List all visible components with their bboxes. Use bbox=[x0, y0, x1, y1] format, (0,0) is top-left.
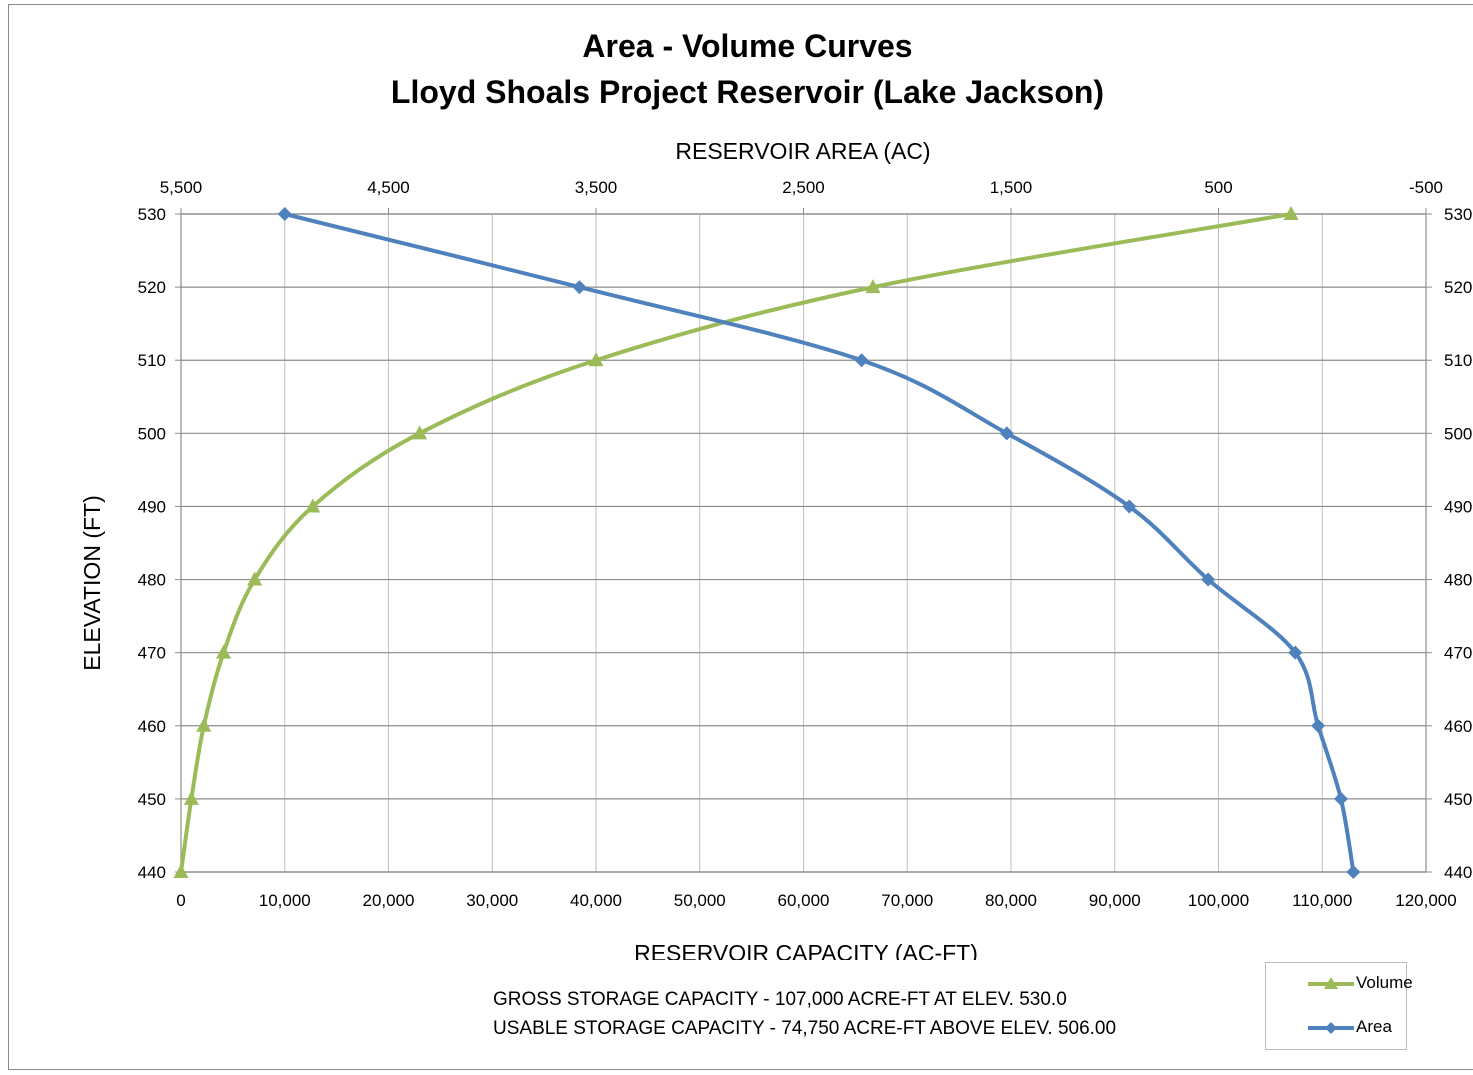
legend: Volume Area bbox=[1265, 962, 1413, 1050]
bottom-tick-label: 90,000 bbox=[1089, 891, 1141, 910]
area-marker bbox=[1201, 572, 1216, 587]
left-tick-label: 510 bbox=[138, 351, 166, 370]
left-tick-label: 500 bbox=[138, 424, 166, 443]
top-axis-title: RESERVOIR AREA (AC) bbox=[675, 138, 930, 164]
bottom-tick-label: 30,000 bbox=[466, 891, 518, 910]
top-tick-label: 500 bbox=[1204, 178, 1232, 197]
left-tick-label: 440 bbox=[138, 863, 166, 882]
right-tick-label: 460 bbox=[1444, 717, 1472, 736]
legend-volume-swatch bbox=[1308, 977, 1354, 989]
legend-label-area: Area bbox=[1356, 1017, 1392, 1036]
bottom-tick-label: 40,000 bbox=[570, 891, 622, 910]
volume-marker bbox=[1283, 206, 1299, 220]
left-tick-label: 490 bbox=[138, 497, 166, 516]
chart-frame bbox=[8, 4, 1473, 1070]
left-tick-label: 530 bbox=[138, 205, 166, 224]
area-marker bbox=[1346, 865, 1361, 879]
area-series-line bbox=[284, 212, 1356, 873]
tick-labels: 440 440 450 450 460 460 470 470 480 480 490 490 500 5… bbox=[138, 178, 1473, 910]
bottom-tick-label: 20,000 bbox=[363, 891, 415, 910]
area-marker bbox=[277, 207, 292, 221]
left-tick-label: 470 bbox=[138, 644, 166, 663]
top-tick-label: 3,500 bbox=[575, 178, 618, 197]
left-tick-label: 520 bbox=[138, 278, 166, 297]
volume-marker bbox=[588, 352, 604, 367]
right-tick-label: 440 bbox=[1444, 863, 1472, 882]
top-tick-label: 4,500 bbox=[367, 178, 410, 197]
area-marker bbox=[854, 353, 869, 368]
left-tick-label: 480 bbox=[138, 571, 166, 590]
legend-item-volume: Volume bbox=[1266, 971, 1413, 995]
area-marker bbox=[999, 426, 1014, 441]
right-tick-label: 520 bbox=[1444, 278, 1472, 297]
axes bbox=[175, 208, 1432, 873]
legend-item-area: Area bbox=[1266, 1015, 1406, 1039]
volume-marker bbox=[865, 279, 881, 294]
top-tick-label: 5,500 bbox=[160, 178, 203, 197]
top-tick-label: -500 bbox=[1409, 178, 1443, 197]
area-marker bbox=[1122, 499, 1137, 514]
series-layer bbox=[173, 206, 1361, 879]
volume-marker bbox=[412, 425, 428, 440]
area-volume-chart: 440 440 450 450 460 460 470 470 480 480 490 490 500 5… bbox=[79, 138, 1473, 960]
legend-label-volume: Volume bbox=[1356, 973, 1413, 992]
volume-marker bbox=[247, 571, 263, 586]
right-tick-label: 480 bbox=[1444, 571, 1472, 590]
volume-marker bbox=[173, 864, 189, 878]
area-marker bbox=[1311, 718, 1326, 733]
bottom-tick-label: 100,000 bbox=[1188, 891, 1249, 910]
right-tick-label: 510 bbox=[1444, 351, 1472, 370]
chart-subtitle: Lloyd Shoals Project Reservoir (Lake Jac… bbox=[390, 74, 1105, 110]
legend-area-swatch bbox=[1308, 1022, 1354, 1034]
top-tick-label: 2,500 bbox=[782, 178, 825, 197]
area-marker bbox=[572, 280, 587, 295]
left-tick-label: 460 bbox=[138, 717, 166, 736]
volume-marker bbox=[216, 644, 232, 659]
bottom-tick-label: 10,000 bbox=[259, 891, 311, 910]
bottom-tick-label: 110,000 bbox=[1292, 891, 1352, 910]
bottom-tick-label: 80,000 bbox=[985, 891, 1037, 910]
volume-marker bbox=[183, 790, 199, 805]
bottom-tick-label: 70,000 bbox=[881, 891, 933, 910]
grid bbox=[180, 213, 1427, 873]
right-tick-label: 450 bbox=[1444, 790, 1472, 809]
volume-series-line bbox=[179, 212, 1292, 873]
right-tick-label: 500 bbox=[1444, 424, 1472, 443]
usable-storage-note: USABLE STORAGE CAPACITY - 74,750 ACRE-FT… bbox=[493, 1018, 1117, 1039]
right-tick-label: 530 bbox=[1444, 205, 1472, 224]
bottom-tick-label: 120,000 bbox=[1395, 891, 1456, 910]
top-tick-label: 1,500 bbox=[990, 178, 1033, 197]
area-marker bbox=[1288, 645, 1303, 660]
gross-storage-note: GROSS STORAGE CAPACITY - 107,000 ACRE-FT… bbox=[493, 989, 1067, 1010]
right-tick-label: 490 bbox=[1444, 497, 1472, 516]
bottom-tick-label: 60,000 bbox=[778, 891, 830, 910]
volume-marker bbox=[196, 717, 212, 732]
bottom-axis-title: RESERVOIR CAPACITY (AC-FT) bbox=[634, 940, 978, 960]
bottom-tick-label: 50,000 bbox=[674, 891, 726, 910]
volume-marker bbox=[305, 498, 321, 513]
right-tick-label: 470 bbox=[1444, 644, 1472, 663]
left-axis-title: ELEVATION (FT) bbox=[79, 495, 105, 671]
chart-title: Area - Volume Curves bbox=[582, 28, 913, 64]
area-marker bbox=[1333, 791, 1348, 806]
left-tick-label: 450 bbox=[138, 790, 166, 809]
bottom-tick-label: 0 bbox=[176, 891, 185, 910]
